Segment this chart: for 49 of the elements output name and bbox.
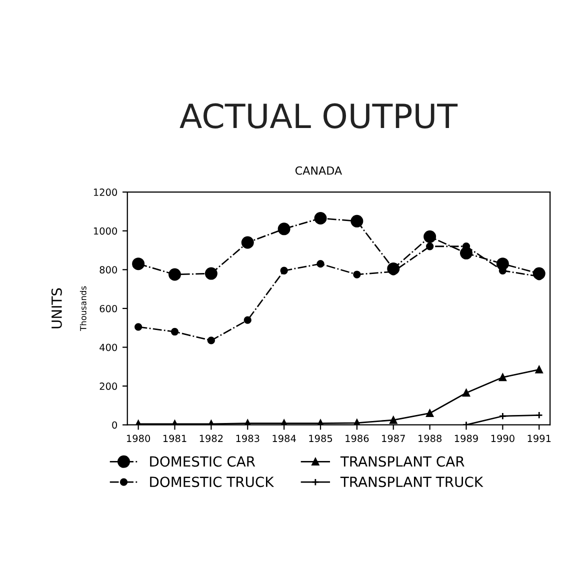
chart-title: ACTUAL OUTPUT — [180, 103, 458, 129]
point — [498, 412, 506, 420]
x-tick-label: 1982 — [200, 434, 223, 442]
point — [280, 266, 288, 274]
x-tick-label: 1981 — [163, 434, 186, 442]
y-tick-label: 1200 — [94, 188, 118, 196]
legend-label: TRANSPLANT TRUCK — [340, 476, 484, 488]
point — [314, 212, 327, 224]
point — [390, 416, 398, 424]
chart-subtitle: CANADA — [295, 166, 342, 175]
point — [424, 230, 436, 243]
y-axis-title: UNITS — [51, 288, 62, 328]
point — [426, 409, 434, 418]
point — [132, 258, 145, 270]
point — [462, 389, 470, 397]
y-tick-label: 400 — [100, 344, 118, 352]
x-tick-label: 1988 — [418, 434, 442, 442]
point — [316, 260, 324, 268]
x-tick-label: 1991 — [528, 434, 551, 442]
legend-label: DOMESTIC TRUCK — [150, 476, 274, 488]
point — [204, 267, 218, 280]
legend-label: TRANSPLANT CAR — [340, 456, 464, 467]
x-tick-label: 1987 — [382, 434, 405, 442]
point — [535, 366, 543, 374]
x-tick-label: 1990 — [491, 434, 514, 442]
point — [426, 242, 434, 250]
point — [353, 270, 361, 278]
x-tick-label: 1986 — [346, 434, 369, 442]
x-tick-label: 1984 — [272, 434, 296, 442]
y-tick-label: 200 — [100, 382, 118, 390]
x-tick-label: 1980 — [127, 434, 150, 442]
point — [168, 268, 181, 281]
x-tick-label: 1989 — [454, 434, 478, 442]
x-tick-label: 1983 — [236, 434, 260, 442]
point — [241, 236, 254, 249]
x-tick-label: 1985 — [309, 434, 332, 442]
point — [170, 328, 179, 336]
point — [207, 336, 216, 344]
legend-label: DOMESTIC CAR — [150, 456, 256, 467]
point — [498, 374, 506, 382]
point — [244, 316, 252, 324]
point — [350, 214, 364, 228]
point — [278, 222, 290, 236]
text: Thousands — [80, 286, 86, 332]
y-tick-label: 1000 — [94, 227, 118, 235]
point — [134, 323, 142, 331]
y-tick-label: 600 — [100, 304, 118, 312]
y-tick-label: 0 — [112, 421, 118, 429]
y-tick-label: 800 — [100, 266, 118, 274]
